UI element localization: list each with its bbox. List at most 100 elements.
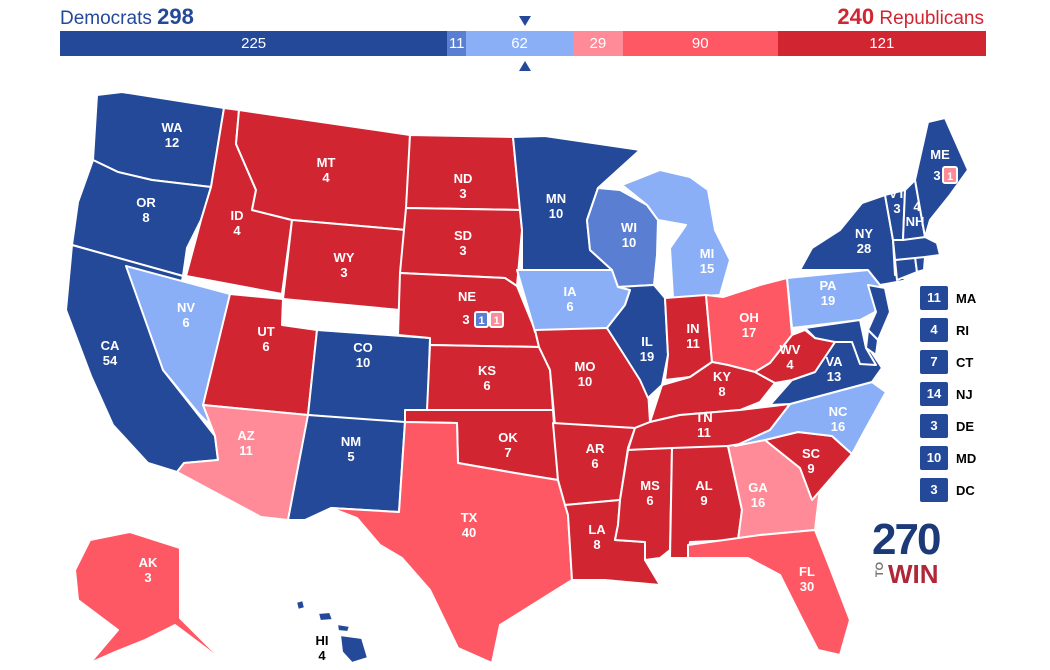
state-label-VA: VA [825,354,843,369]
state-label-WY: WY [334,250,355,265]
small-state-ev-box[interactable]: 4 [920,318,948,342]
state-OR[interactable] [71,159,212,277]
state-ev-MN: 10 [549,206,563,221]
threshold-marker-bottom-icon [518,61,531,71]
state-NM[interactable] [287,414,406,521]
small-state-CT[interactable]: 7 CT [920,350,1030,374]
small-states-legend: 11 MA 4 RI 7 CT 14 NJ 3 DE 10 MD 3 DC [920,286,1030,510]
state-ev-CO: 10 [356,355,370,370]
small-state-MA[interactable]: 11 MA [920,286,1030,310]
state-NC[interactable] [734,381,887,455]
electoral-tally-header: Democrats 298 240 Republicans 225 11 62 29 9… [0,0,1050,80]
state-AK[interactable] [74,531,229,666]
state-NV[interactable] [125,265,231,424]
small-state-ev-box[interactable]: 7 [920,350,948,374]
state-MD[interactable] [804,319,877,366]
state-ev-NY: 28 [857,241,871,256]
state-ev-KS: 6 [483,378,490,393]
state-ev-NE: 3 [462,312,469,327]
republicans-name: Republicans [879,8,984,29]
state-label-ID: ID [231,208,244,223]
state-ev-SC: 9 [807,461,814,476]
small-state-MD[interactable]: 10 MD [920,446,1030,470]
state-label-WI: WI [621,220,637,235]
state-label-SD: SD [454,228,472,243]
state-ev-AZ: 11 [239,443,253,458]
republicans-electoral-votes: 240 [837,4,875,29]
state-label-TX: TX [461,510,478,525]
state-label-NE: NE [458,289,476,304]
state-DE[interactable] [865,329,879,356]
state-label-MT: MT [317,155,336,170]
state-labels: WA 12 OR 8 CA 54 NV 6 ID 4 MT 4 WY 3 UT … [101,120,953,663]
state-label-UT: UT [257,324,274,339]
state-label-KS: KS [478,363,496,378]
state-ev-GA: 16 [751,495,765,510]
district-me-2[interactable] [942,166,958,184]
state-RI[interactable] [914,256,926,273]
state-label-ND: ND [454,171,473,186]
state-label-NV: NV [177,300,195,315]
small-state-abbr: NJ [956,386,973,402]
state-label-NY: NY [855,226,873,241]
state-ev-SD: 3 [459,243,466,258]
state-ev-IL: 19 [640,349,654,364]
small-state-NJ[interactable]: 14 NJ [920,382,1030,406]
state-ev-WV: 4 [786,357,794,372]
state-ev-NM: 5 [347,449,354,464]
small-state-DC[interactable]: 3 DC [920,478,1030,502]
district-ev-me-2: 1 [947,171,953,183]
270towin-logo[interactable]: 270 TO WIN [872,515,972,589]
state-ME[interactable] [914,117,969,238]
state-MI[interactable] [621,169,731,299]
democrats-name: Democrats [60,8,152,29]
state-ev-WA: 12 [165,135,179,150]
state-label-WV: WV [780,342,801,357]
small-state-ev-box[interactable]: 10 [920,446,948,470]
state-ev-HI: 4 [318,648,326,663]
district-ev-ne-1: 1 [478,315,484,327]
small-state-DE[interactable]: 3 DE [920,414,1030,438]
state-label-AL: AL [695,478,712,493]
state-label-LA: LA [588,522,606,537]
democrats-total: Democrats 298 [60,4,194,30]
state-ev-OR: 8 [142,210,149,225]
state-label-MS: MS [640,478,660,493]
small-state-ev-box[interactable]: 14 [920,382,948,406]
state-ev-VT: 3 [893,201,900,216]
state-label-IA: IA [564,284,578,299]
small-state-ev-box[interactable]: 3 [920,414,948,438]
state-label-NM: NM [341,434,361,449]
state-HI[interactable] [295,599,369,664]
small-state-abbr: RI [956,322,969,338]
state-label-MI: MI [700,246,714,261]
state-label-AZ: AZ [237,428,254,443]
logo-number: 270 [872,515,941,564]
district-ne-1[interactable] [474,311,489,328]
bar-segment-safe-rep: 121 [777,31,986,56]
state-label-KY: KY [713,369,731,384]
small-state-ev-box[interactable]: 11 [920,286,948,310]
small-state-RI[interactable]: 4 RI [920,318,1030,342]
district-ne-2[interactable] [489,311,504,328]
state-label-CO: CO [353,340,373,355]
state-ev-AK: 3 [144,570,151,585]
state-FL[interactable] [687,529,851,656]
state-label-OH: OH [739,310,759,325]
democrats-electoral-votes: 298 [157,4,194,29]
state-label-IL: IL [641,334,653,349]
state-ev-KY: 8 [718,384,725,399]
state-ev-MT: 4 [322,170,330,185]
state-ev-LA: 8 [593,537,600,552]
state-ev-WI: 10 [622,235,636,250]
state-ev-ME: 3 [933,168,940,183]
state-ev-VA: 13 [827,369,841,384]
state-TX[interactable] [330,421,573,664]
logo-to: TO [874,562,886,578]
bar-segment-lean-rep: 29 [572,31,623,56]
state-IL[interactable] [606,284,669,399]
small-state-abbr: MA [956,290,977,306]
small-state-abbr: DC [956,482,975,498]
small-state-ev-box[interactable]: 3 [920,478,948,502]
state-label-OK: OK [498,430,518,445]
